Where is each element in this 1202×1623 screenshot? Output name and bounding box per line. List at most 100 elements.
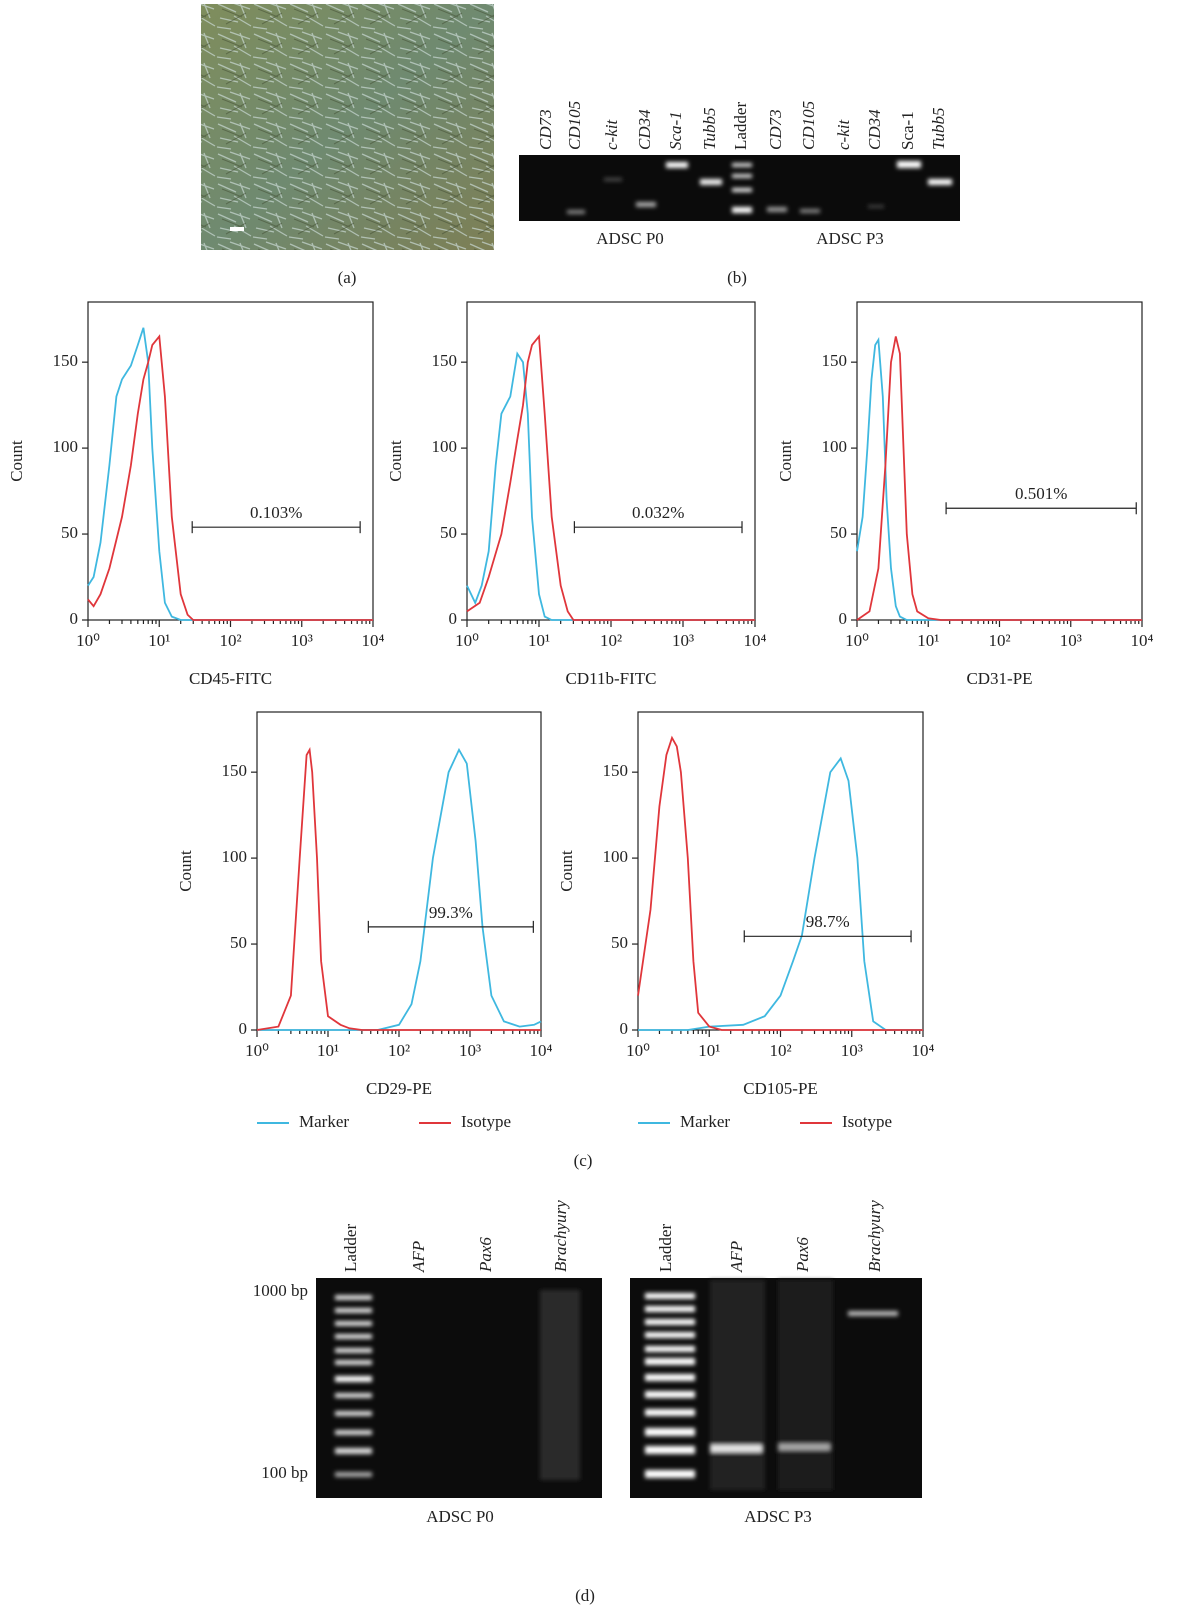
panel-label: (a) <box>338 268 357 287</box>
lane-label: AFP <box>727 1241 746 1273</box>
y-tick-label: 0 <box>839 609 848 628</box>
series-line <box>856 336 1142 621</box>
gate-label: 98.7% <box>806 912 850 931</box>
x-tick-label: 10¹ <box>317 1041 339 1060</box>
size-marker: 100 bp <box>261 1463 308 1482</box>
y-tick-label: 0 <box>239 1019 248 1038</box>
lane-label: CD34 <box>635 109 654 150</box>
lane-label: Brachyury <box>865 1200 884 1272</box>
series-line <box>256 746 541 1031</box>
x-tick-label: 10² <box>600 631 622 650</box>
x-tick-label: 10² <box>769 1041 791 1060</box>
lane-label: c-kit <box>602 119 621 150</box>
series-line <box>856 336 1142 621</box>
gate-label: 0.103% <box>250 503 302 522</box>
x-tick-label: 10³ <box>291 631 313 650</box>
y-tick-label: 50 <box>61 523 78 542</box>
x-tick-label: 10² <box>219 631 241 650</box>
x-tick-label: 10⁴ <box>912 1041 935 1060</box>
y-tick-label: 150 <box>222 761 248 780</box>
lane-label: Ladder <box>656 1224 675 1272</box>
plot-frame <box>466 301 756 621</box>
lane-labels-b: CD73 CD105 c-kit CD34 Sca-1 Tubb5 Ladder… <box>536 101 948 150</box>
x-tick-label: 10² <box>988 631 1010 650</box>
x-tick-label: 10⁰ <box>845 631 869 650</box>
y-tick-label: 100 <box>432 437 458 456</box>
x-tick-label: 10⁴ <box>1131 631 1154 650</box>
x-tick-label: 10¹ <box>698 1041 720 1060</box>
y-axis-label: Count <box>776 440 795 482</box>
x-axis-label: CD11b-FITC <box>566 669 657 688</box>
lane-label: CD73 <box>536 109 555 150</box>
lane-label: Pax6 <box>476 1237 495 1273</box>
lane-label: CD34 <box>865 109 884 150</box>
y-tick-label: 100 <box>53 437 79 456</box>
lane-label: Ladder <box>731 102 750 150</box>
lane-label: CD73 <box>766 109 785 150</box>
y-tick-label: 150 <box>822 351 848 370</box>
y-tick-label: 100 <box>822 437 848 456</box>
x-tick-label: 10² <box>388 1041 410 1060</box>
y-tick-label: 50 <box>830 523 847 542</box>
series-line <box>87 334 373 621</box>
y-axis-label: Count <box>386 440 405 482</box>
legend-label: Isotype <box>461 1112 511 1131</box>
y-tick-label: 0 <box>70 609 79 628</box>
series-line <box>638 756 923 1031</box>
gate-label: 0.501% <box>1015 484 1067 503</box>
series-line <box>637 735 923 1031</box>
y-tick-label: 0 <box>449 609 458 628</box>
x-tick-label: 10⁴ <box>362 631 385 650</box>
lane-label: Sca-1 <box>898 111 917 150</box>
lane-label: Sca-1 <box>666 111 685 150</box>
gel-d-left <box>316 1278 602 1498</box>
group-label: ADSC P0 <box>596 229 664 248</box>
gel-d-right <box>630 1278 922 1498</box>
gate-label: 99.3% <box>429 903 473 922</box>
lane-label: Pax6 <box>793 1237 812 1273</box>
x-tick-label: 10¹ <box>148 631 170 650</box>
lane-label: c-kit <box>834 119 853 150</box>
legend-label: Marker <box>299 1112 349 1131</box>
y-axis-label: Count <box>557 850 576 892</box>
y-tick-label: 150 <box>603 761 629 780</box>
lane-label: Tubb5 <box>929 107 948 150</box>
x-axis-label: CD31-PE <box>966 669 1032 688</box>
y-axis-label: Count <box>7 440 26 482</box>
lane-label: CD105 <box>799 101 818 150</box>
group-label: ADSC P3 <box>744 1507 812 1526</box>
x-tick-label: 10⁰ <box>245 1041 269 1060</box>
plot-frame <box>637 711 924 1031</box>
panel-label: (c) <box>574 1151 593 1170</box>
x-tick-label: 10³ <box>459 1041 481 1060</box>
y-tick-label: 50 <box>440 523 457 542</box>
y-tick-label: 50 <box>230 933 247 952</box>
x-tick-label: 10¹ <box>528 631 550 650</box>
micrograph <box>201 4 494 250</box>
x-tick-label: 10³ <box>841 1041 863 1060</box>
x-tick-label: 10³ <box>672 631 694 650</box>
panel-label: (b) <box>727 268 747 287</box>
x-tick-label: 10⁴ <box>530 1041 553 1060</box>
x-tick-label: 10⁰ <box>76 631 100 650</box>
group-label: ADSC P0 <box>426 1507 494 1526</box>
x-tick-label: 10⁴ <box>744 631 767 650</box>
legend-label: Isotype <box>842 1112 892 1131</box>
y-tick-label: 50 <box>611 933 628 952</box>
lane-label: Ladder <box>341 1224 360 1272</box>
lane-label: AFP <box>409 1241 428 1273</box>
x-axis-label: CD45-FITC <box>189 669 272 688</box>
series-line <box>257 747 542 1031</box>
x-axis-label: CD29-PE <box>366 1079 432 1098</box>
series-line <box>87 327 373 621</box>
gel-b <box>519 155 960 221</box>
gate-label: 0.032% <box>632 503 684 522</box>
y-tick-label: 100 <box>222 847 248 866</box>
lane-label: Brachyury <box>551 1200 570 1272</box>
legend-label: Marker <box>680 1112 730 1131</box>
series-line <box>466 334 755 621</box>
x-axis-label: CD105-PE <box>743 1079 818 1098</box>
lane-label: Tubb5 <box>700 107 719 150</box>
x-tick-label: 10³ <box>1060 631 1082 650</box>
